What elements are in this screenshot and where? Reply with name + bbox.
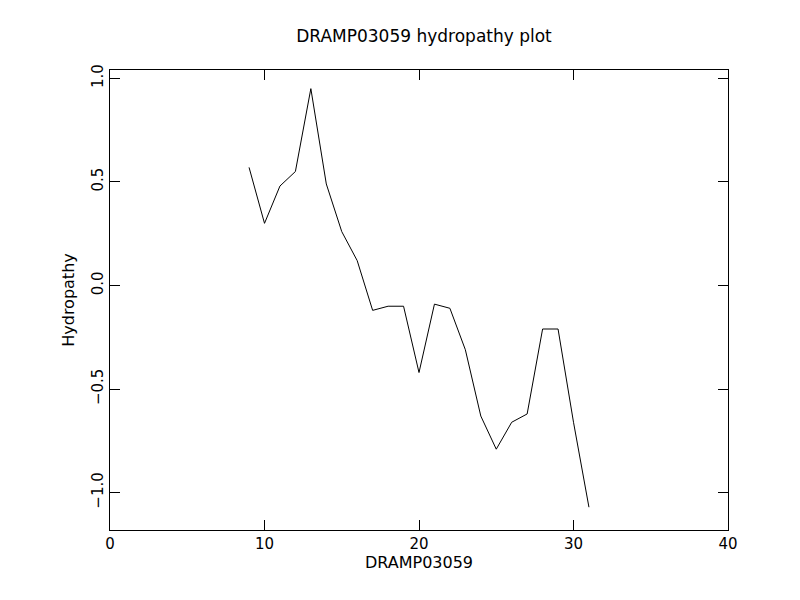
svg-text:20: 20 (409, 535, 428, 553)
svg-text:40: 40 (718, 535, 737, 553)
svg-text:1.0: 1.0 (89, 64, 107, 88)
svg-text:Hydropathy: Hydropathy (59, 253, 78, 347)
svg-text:0: 0 (105, 535, 115, 553)
svg-text:−0.5: −0.5 (89, 369, 107, 405)
svg-text:10: 10 (255, 535, 274, 553)
svg-text:DRAMP03059 hydropathy plot: DRAMP03059 hydropathy plot (296, 26, 552, 46)
svg-text:−1.0: −1.0 (89, 472, 107, 508)
svg-text:DRAMP03059: DRAMP03059 (365, 553, 473, 572)
svg-text:30: 30 (564, 535, 583, 553)
svg-text:0.0: 0.0 (89, 271, 107, 295)
svg-text:0.5: 0.5 (89, 168, 107, 192)
